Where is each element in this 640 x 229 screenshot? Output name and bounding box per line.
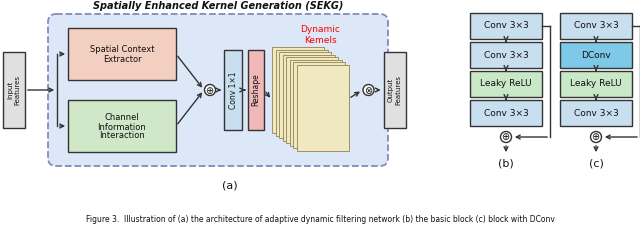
Text: $\oplus$: $\oplus$ <box>501 131 511 142</box>
Circle shape <box>591 131 602 142</box>
Text: Reshape: Reshape <box>252 74 260 106</box>
Text: Extractor: Extractor <box>102 55 141 63</box>
FancyBboxPatch shape <box>272 47 324 133</box>
Text: (a): (a) <box>222 180 238 190</box>
FancyBboxPatch shape <box>470 42 542 68</box>
Text: Conv 3×3: Conv 3×3 <box>484 51 529 60</box>
Circle shape <box>500 131 511 142</box>
Text: Conv 3×3: Conv 3×3 <box>484 109 529 117</box>
FancyBboxPatch shape <box>68 100 176 152</box>
Text: Figure 3.  Illustration of (a) the architecture of adaptive dynamic filtering ne: Figure 3. Illustration of (a) the archit… <box>86 215 554 224</box>
Text: Information: Information <box>98 123 147 131</box>
Text: $\oplus$: $\oplus$ <box>205 85 214 95</box>
FancyBboxPatch shape <box>68 28 176 80</box>
Text: Conv 3×3: Conv 3×3 <box>573 109 618 117</box>
FancyBboxPatch shape <box>560 42 632 68</box>
Text: Dynamic
Kemels: Dynamic Kemels <box>300 25 340 45</box>
FancyBboxPatch shape <box>224 50 242 130</box>
Text: DConv: DConv <box>581 51 611 60</box>
FancyBboxPatch shape <box>470 100 542 126</box>
Text: (c): (c) <box>589 158 604 168</box>
Text: Channel: Channel <box>104 114 140 123</box>
Text: $\otimes$: $\otimes$ <box>364 85 373 95</box>
Text: Spatially Enhanced Kernel Generation (SEKG): Spatially Enhanced Kernel Generation (SE… <box>93 1 343 11</box>
FancyBboxPatch shape <box>289 60 342 145</box>
FancyBboxPatch shape <box>383 52 406 128</box>
FancyBboxPatch shape <box>470 13 542 39</box>
FancyBboxPatch shape <box>560 13 632 39</box>
FancyBboxPatch shape <box>282 55 335 141</box>
Text: Interaction: Interaction <box>99 131 145 141</box>
Text: Input
Features: Input Features <box>8 75 20 105</box>
FancyBboxPatch shape <box>275 49 328 136</box>
FancyBboxPatch shape <box>560 71 632 97</box>
Text: Leaky ReLU: Leaky ReLU <box>480 79 532 88</box>
Text: $\oplus$: $\oplus$ <box>591 131 600 142</box>
Text: Leaky ReLU: Leaky ReLU <box>570 79 622 88</box>
Text: Conv 3×3: Conv 3×3 <box>484 22 529 30</box>
Circle shape <box>363 85 374 95</box>
FancyBboxPatch shape <box>286 57 338 143</box>
FancyBboxPatch shape <box>48 14 388 166</box>
Text: Spatial Context: Spatial Context <box>90 44 154 54</box>
FancyBboxPatch shape <box>248 50 264 130</box>
Text: Conv 1×1: Conv 1×1 <box>228 71 237 109</box>
FancyBboxPatch shape <box>296 65 349 150</box>
Text: (b): (b) <box>498 158 514 168</box>
FancyBboxPatch shape <box>293 62 345 148</box>
FancyBboxPatch shape <box>470 71 542 97</box>
Text: Conv 3×3: Conv 3×3 <box>573 22 618 30</box>
Circle shape <box>205 85 216 95</box>
FancyBboxPatch shape <box>279 52 331 138</box>
FancyBboxPatch shape <box>560 100 632 126</box>
Text: Output
Features: Output Features <box>388 75 401 105</box>
FancyBboxPatch shape <box>3 52 25 128</box>
